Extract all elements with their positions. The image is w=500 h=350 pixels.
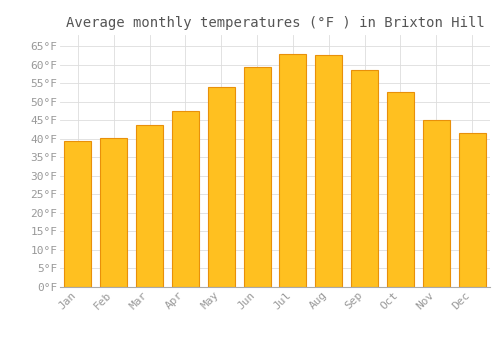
Bar <box>423 120 450 287</box>
Bar <box>244 66 270 287</box>
Bar <box>100 138 127 287</box>
Bar <box>316 55 342 287</box>
Bar <box>351 70 378 287</box>
Bar <box>280 54 306 287</box>
Bar <box>458 133 485 287</box>
Bar <box>136 125 163 287</box>
Bar <box>208 87 234 287</box>
Bar <box>387 92 414 287</box>
Bar <box>64 141 92 287</box>
Title: Average monthly temperatures (°F ) in Brixton Hill: Average monthly temperatures (°F ) in Br… <box>66 16 484 30</box>
Bar <box>172 111 199 287</box>
